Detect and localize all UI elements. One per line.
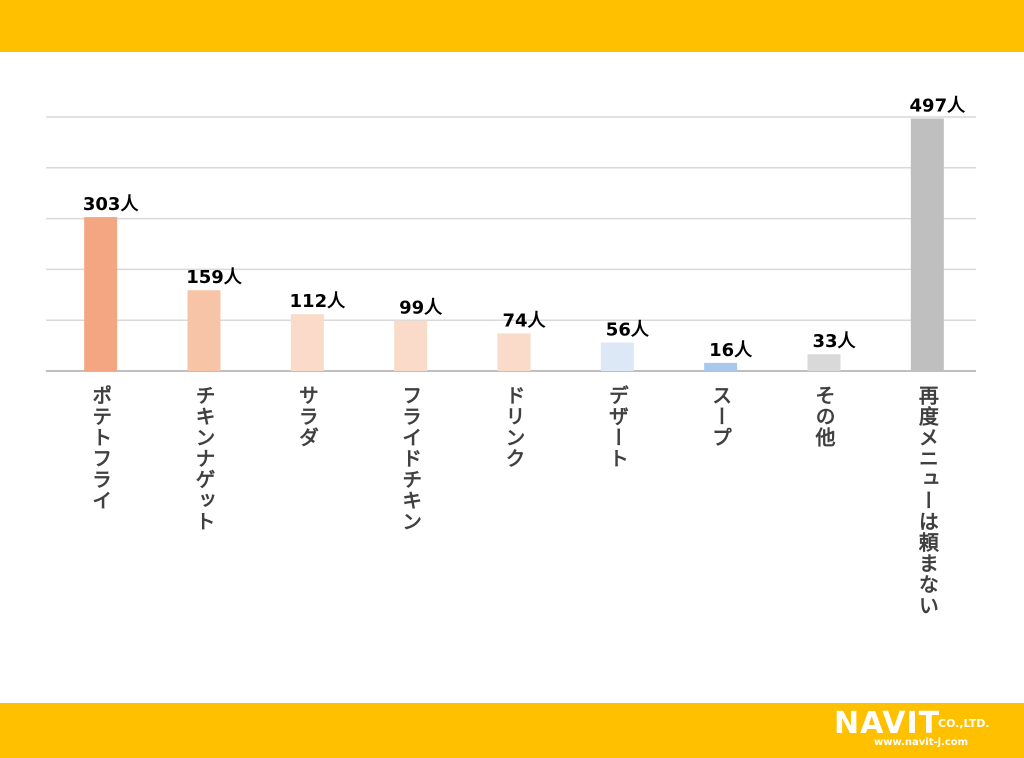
- bar-7: [704, 362, 738, 371]
- category-label-6: デザート: [605, 384, 629, 469]
- category-label-9: 再度メニューは頼まない: [915, 385, 939, 616]
- bar-9: [910, 118, 944, 371]
- bar-8: [807, 354, 841, 371]
- bar-6: [600, 342, 634, 371]
- bar-2: [187, 290, 221, 371]
- bar-4: [394, 320, 428, 371]
- data-label-6: 56人: [606, 320, 650, 341]
- top-banner: [0, 0, 1024, 52]
- bar-5: [497, 333, 531, 371]
- navit-logo: NAVIT CO.,LTD. www.navit-j.com: [834, 707, 1014, 753]
- data-label-8: 33人: [812, 331, 856, 352]
- data-label-5: 74人: [502, 310, 546, 331]
- category-label-7: スープ: [709, 385, 733, 448]
- data-label-1: 303人: [83, 194, 140, 215]
- category-label-2: チキンナゲット: [192, 385, 216, 532]
- data-label-4: 99人: [399, 298, 443, 319]
- logo-suffix: CO.,LTD.: [938, 717, 990, 730]
- logo-url: www.navit-j.com: [874, 737, 969, 748]
- category-label-5: ドリンク: [502, 385, 526, 469]
- data-label-7: 16人: [709, 340, 753, 361]
- category-label-8: その他: [812, 385, 836, 448]
- category-label-3: サラダ: [295, 385, 319, 448]
- logo-name: NAVIT: [834, 706, 941, 741]
- bar-1: [84, 217, 118, 371]
- category-label-4: フライドチキン: [399, 385, 423, 532]
- data-label-3: 112人: [290, 291, 347, 312]
- category-label-1: ポテトフライ: [89, 384, 113, 511]
- data-label-2: 159人: [186, 267, 243, 288]
- data-label-9: 497人: [910, 96, 967, 117]
- bottom-banner: [0, 703, 1024, 758]
- bar-3: [290, 314, 324, 371]
